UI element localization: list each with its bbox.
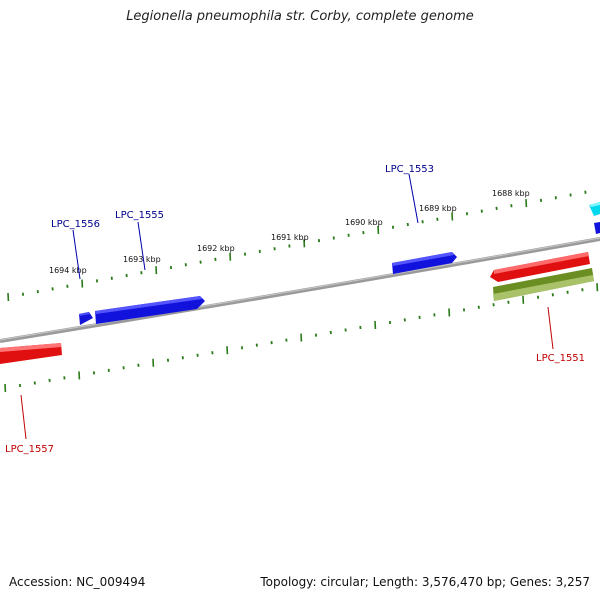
- tick-label-1688: 1688 kbp: [492, 189, 530, 198]
- genome-stats-label: Topology: circular; Length: 3,576,470 bp…: [260, 575, 590, 589]
- tick-label-1689: 1689 kbp: [419, 204, 457, 213]
- gene-feature-rna[interactable]: [493, 268, 594, 301]
- accession-label: Accession: NC_009494: [9, 575, 146, 589]
- genome-title: Legionella pneumophila str. Corby, compl…: [126, 9, 474, 24]
- gene-feature-lpc-1551[interactable]: [490, 252, 590, 282]
- gene-feature-lpc-1555[interactable]: [95, 296, 205, 324]
- outer-tick-track: [7, 190, 587, 302]
- gene-label-lpc-1557[interactable]: LPC_1557: [5, 444, 54, 455]
- gene-label-lpc-1553[interactable]: LPC_1553: [385, 164, 434, 175]
- genome-backbone-highlight: [0, 237, 600, 341]
- gene-label-lpc-1551[interactable]: LPC_1551: [536, 353, 585, 364]
- gene-feature-edge-forward[interactable]: [594, 222, 600, 234]
- tick-label-1690: 1690 kbp: [345, 218, 383, 227]
- gene-label-lpc-1555[interactable]: LPC_1555: [115, 210, 164, 221]
- tick-label-1692: 1692 kbp: [197, 244, 235, 253]
- gene-feature-lpc-1553[interactable]: [392, 252, 457, 274]
- gene-feature-lpc-1557[interactable]: [0, 343, 62, 364]
- tick-label-1691: 1691 kbp: [271, 233, 309, 242]
- gene-feature-edge-other[interactable]: [589, 202, 600, 216]
- gene-feature-lpc-1556[interactable]: [79, 312, 93, 325]
- inner-tick-track: [4, 283, 599, 393]
- label-leaders: [20, 173, 554, 440]
- gene-label-lpc-1556[interactable]: LPC_1556: [51, 219, 100, 230]
- tick-label-1694: 1694 kbp: [49, 266, 87, 275]
- genome-backbone: [0, 237, 600, 343]
- tick-label-1693: 1693 kbp: [123, 255, 161, 264]
